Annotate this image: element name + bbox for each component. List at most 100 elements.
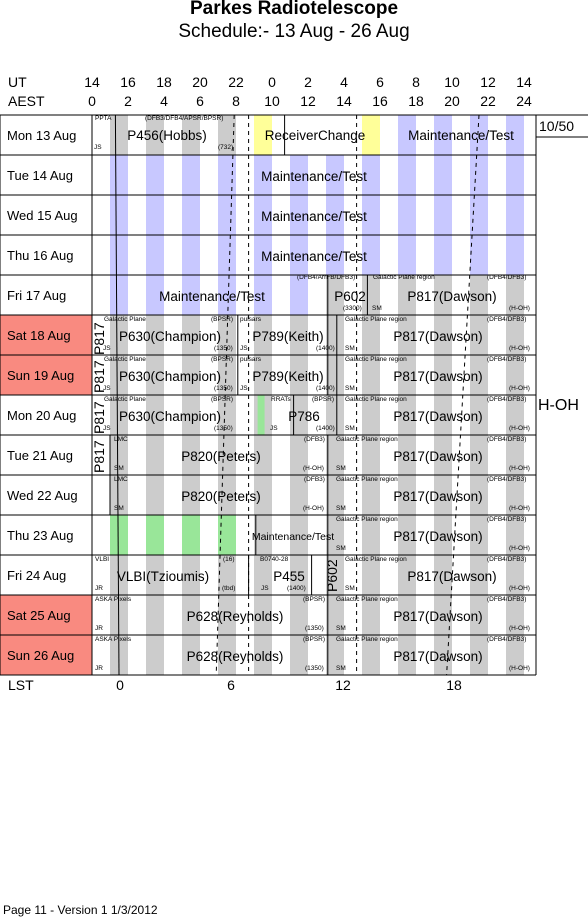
hour-stripe xyxy=(506,475,524,515)
day-label: Mon 13 Aug xyxy=(7,128,77,143)
hour-stripe xyxy=(326,235,344,275)
hour-stripe xyxy=(470,195,488,235)
block-tag: Galactic Plane region xyxy=(336,436,398,443)
block-tag: Galactic Plane region xyxy=(336,516,398,523)
block-frequency: (1350) xyxy=(305,665,324,672)
hour-stripe xyxy=(146,115,164,155)
hour-stripe xyxy=(290,395,308,435)
block-title: ReceiverChange xyxy=(264,128,366,143)
block-tag: Galactic Plane region xyxy=(336,636,398,643)
block-frequency: (1400) xyxy=(316,345,335,352)
block-frequency: (1350) xyxy=(214,425,233,432)
vertical-block-label: P817 xyxy=(91,322,107,355)
hour-stripe xyxy=(182,475,200,515)
hour-stripe xyxy=(470,555,488,595)
block-title: P817(Dawson) xyxy=(393,449,483,464)
block-title: P817(Dawson) xyxy=(393,409,483,424)
hour-stripe xyxy=(362,555,380,595)
hour-stripe xyxy=(398,275,416,315)
page-title: Parkes Radiotelescope xyxy=(189,0,399,19)
hour-stripe xyxy=(326,275,344,315)
block-tag: Galactic Plane xyxy=(104,396,146,403)
block-title: Maintenance/Test xyxy=(261,249,367,264)
ut-hour-label: 20 xyxy=(192,74,208,90)
block-tag: Galactic Plane xyxy=(104,316,146,323)
block-frequency: (1350) xyxy=(214,385,233,392)
block-title: P820(Peters) xyxy=(181,489,261,504)
block-title: Maintenance/Test xyxy=(408,128,514,143)
hour-stripe xyxy=(434,155,452,195)
hour-stripe xyxy=(398,595,416,635)
block-frequency: (3300) xyxy=(343,305,362,312)
hour-stripe xyxy=(182,275,200,315)
block-receiver: (BPSR) xyxy=(211,356,234,363)
hour-stripe xyxy=(290,635,308,675)
hour-stripe xyxy=(506,315,524,355)
hour-stripe xyxy=(470,395,488,435)
hour-stripe xyxy=(326,515,344,555)
aest-hour-label: 10 xyxy=(264,93,280,109)
block-frequency: (tbd) xyxy=(222,585,236,592)
hour-stripe xyxy=(218,275,236,315)
block-observer: JR xyxy=(95,585,103,592)
block-observer: SM xyxy=(372,305,382,312)
hour-stripe xyxy=(470,475,488,515)
hour-stripe xyxy=(434,595,452,635)
hour-stripe xyxy=(146,435,164,475)
hour-stripe xyxy=(290,315,308,355)
hour-stripe xyxy=(218,235,236,275)
ut-hour-label: 10 xyxy=(444,74,460,90)
weekend-cell xyxy=(0,355,92,395)
lst-line xyxy=(215,114,235,676)
block-frequency: (1350) xyxy=(305,625,324,632)
block-frequency: (H-OH) xyxy=(303,465,324,472)
block-title: P817(Dawson) xyxy=(393,609,483,624)
block-title: P455 xyxy=(273,569,305,584)
hour-stripe xyxy=(362,595,380,635)
hour-stripe xyxy=(470,635,488,675)
block-title: P817(Dawson) xyxy=(393,329,483,344)
week-count: 10/50 xyxy=(539,118,575,134)
hour-stripe xyxy=(290,275,308,315)
block-title: Maintenance/Test xyxy=(159,289,265,304)
block-receiver: (BPSR) xyxy=(312,396,335,403)
hour-stripe xyxy=(470,315,488,355)
hour-stripe xyxy=(398,155,416,195)
hour-stripe xyxy=(182,595,200,635)
hour-stripe xyxy=(362,155,380,195)
block-observer: SM xyxy=(345,385,355,392)
day-label: Thu 16 Aug xyxy=(7,248,74,263)
block-frequency: (1350) xyxy=(214,345,233,352)
block-title: P602 xyxy=(334,289,366,304)
hour-stripe xyxy=(182,435,200,475)
block-title: P820(Peters) xyxy=(181,449,261,464)
block-receiver: (BPSR) xyxy=(211,396,234,403)
block-frequency: (1400) xyxy=(316,385,335,392)
hour-stripe xyxy=(398,235,416,275)
green-stripe xyxy=(182,515,200,555)
hour-stripe xyxy=(110,195,128,235)
block-title: P817(Dawson) xyxy=(393,489,483,504)
block-observer: JS xyxy=(103,345,111,352)
block-observer: JS xyxy=(103,385,111,392)
hour-stripe xyxy=(290,435,308,475)
block-tag: Galactic Plane xyxy=(104,356,146,363)
block-title: P817(Dawson) xyxy=(407,569,497,584)
block-observer: SM xyxy=(336,505,346,512)
hour-stripe xyxy=(146,635,164,675)
block-tag: LMC xyxy=(114,436,128,443)
vertical-block-label: P817 xyxy=(91,440,107,473)
aest-hour-label: 14 xyxy=(336,93,352,109)
weekend-cell xyxy=(0,635,92,675)
block-observer: SM xyxy=(336,625,346,632)
block-title: Maintenance/Test xyxy=(261,169,367,184)
hour-stripe xyxy=(506,435,524,475)
lst-label: LST xyxy=(8,677,34,693)
block-receiver: (DFB4/DFB3) xyxy=(487,274,527,281)
vertical-block-label: P602 xyxy=(324,559,340,592)
hour-stripe xyxy=(290,515,308,555)
hour-stripe xyxy=(506,275,524,315)
day-label: Thu 23 Aug xyxy=(7,528,74,543)
hour-stripe xyxy=(506,235,524,275)
hour-stripe xyxy=(506,635,524,675)
